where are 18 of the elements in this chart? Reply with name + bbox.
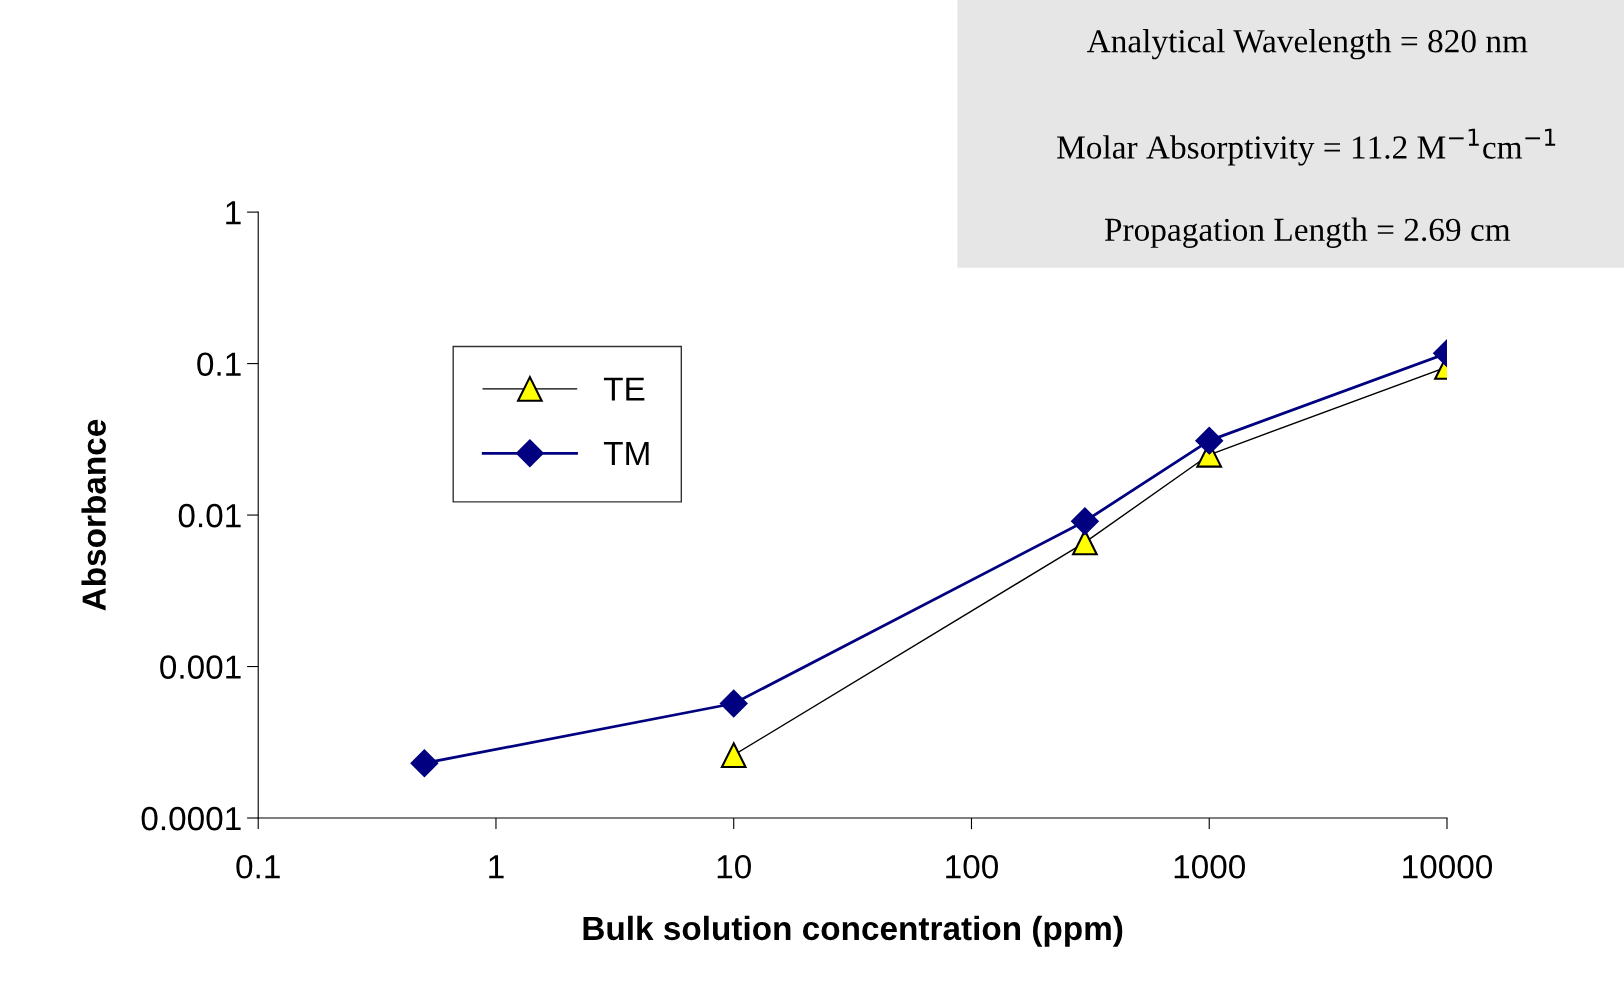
y-tick-label: 0.001 — [160, 655, 241, 679]
x-tick-label: 0.1 — [236, 855, 280, 879]
x-axis-title: Bulk solution concentration (ppm) — [583, 915, 1123, 947]
annotation: Propagation Length = 2.69 cm — [1104, 217, 1511, 248]
legend-label: TE — [603, 377, 645, 401]
x-tick-label: 1000 — [1174, 855, 1246, 879]
x-tick-label: 100 — [946, 855, 998, 879]
x-tick-label: 10000 — [1403, 855, 1493, 879]
y-axis-title: Absorbance — [81, 419, 106, 611]
y-tick-label: 0.01 — [178, 503, 241, 528]
y-tick-label: 0.1 — [197, 352, 241, 376]
x-tick-label: 1 — [489, 855, 504, 879]
text: Molar Absorptivity = 11.2 M$^{−1}$cm$^{−1}$ — [1057, 128, 1556, 166]
x-tick-label: 10 — [717, 855, 751, 879]
text: Analytical Wavelength = 820 nm — [1086, 29, 1528, 60]
y-tick-label: 1 — [226, 201, 241, 225]
legend-label: TM — [603, 442, 649, 465]
y-tick-label: 0.0001 — [141, 806, 241, 831]
